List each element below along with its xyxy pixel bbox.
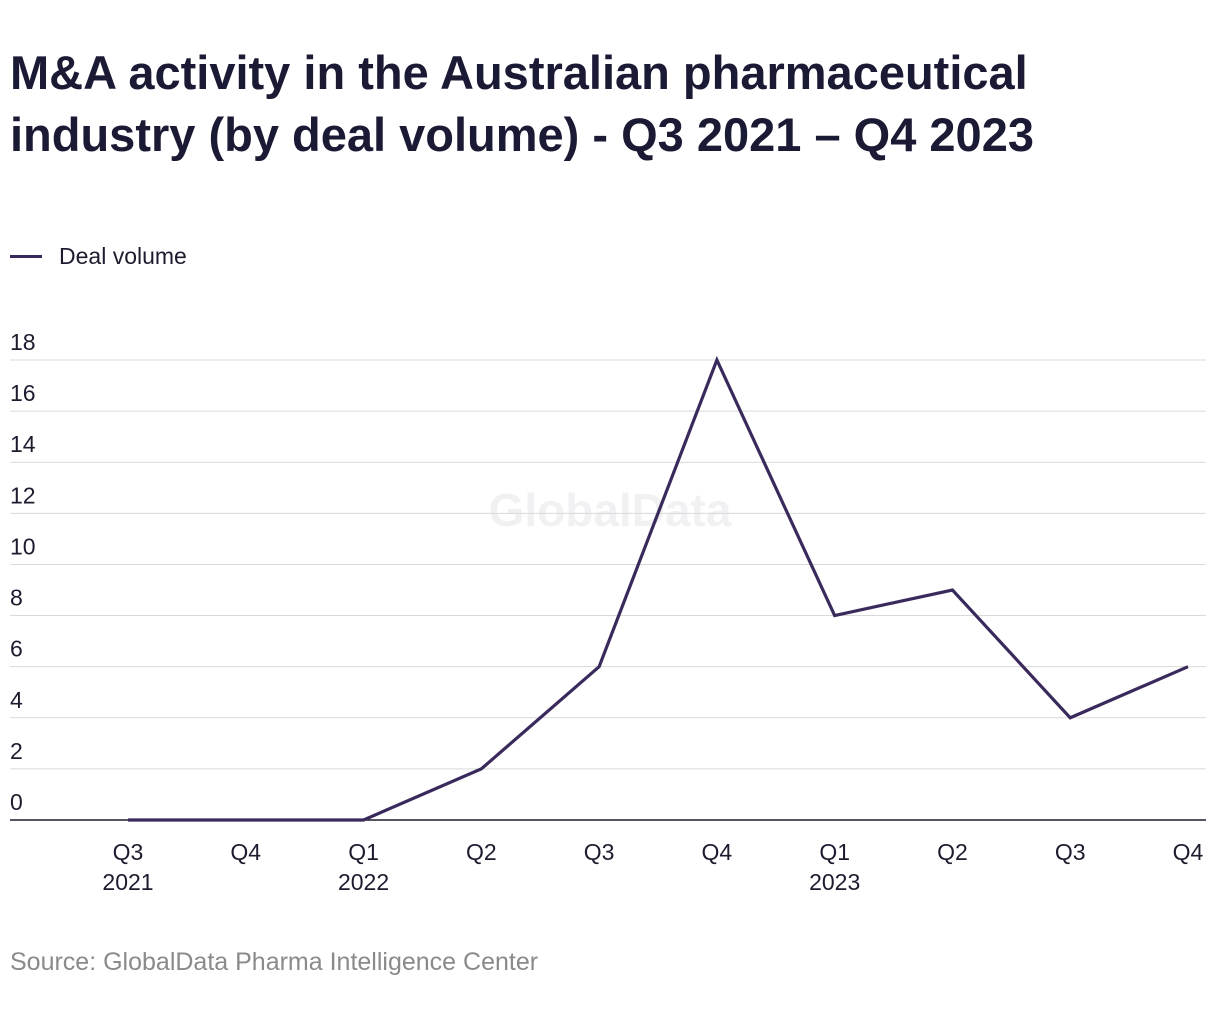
x-tick-label: Q3 (113, 839, 144, 865)
x-axis-ticks: Q3 2021 Q4 Q1 2022 Q2 Q3 Q4 Q1 2023 Q2 Q3 Q4 (102, 839, 1203, 895)
chart-title: M&A activity in the Australian pharmaceu… (10, 46, 1034, 161)
x-tick-year-label: 2022 (338, 869, 389, 895)
y-tick-label: 18 (10, 329, 36, 355)
y-tick-label: 0 (10, 789, 23, 815)
y-tick-label: 16 (10, 380, 36, 406)
legend-swatch-deal-volume (10, 255, 42, 258)
x-tick-label: Q3 (1055, 839, 1086, 865)
y-tick-label: 6 (10, 636, 23, 662)
line-chart: GlobalData 0 2 4 6 8 10 12 14 16 18 Q3 2021 Q4 Q1 202… (10, 329, 1206, 895)
grid-lines (10, 359, 1206, 770)
x-tick-label: Q3 (584, 839, 615, 865)
y-tick-label: 12 (10, 482, 36, 508)
x-tick-label: Q2 (466, 839, 497, 865)
x-tick-year-label: 2023 (809, 869, 860, 895)
y-tick-label: 10 (10, 533, 36, 559)
watermark: GlobalData (489, 484, 732, 536)
y-tick-label: 4 (10, 687, 23, 713)
y-tick-label: 2 (10, 738, 23, 764)
series-line-deal-volume (128, 355, 1189, 822)
legend-label-deal-volume: Deal volume (59, 243, 187, 269)
x-tick-label: Q4 (230, 839, 261, 865)
y-axis-ticks: 0 2 4 6 8 10 12 14 16 18 (10, 329, 36, 815)
x-tick-label: Q1 (348, 839, 379, 865)
x-tick-label: Q4 (702, 839, 733, 865)
series-lines (127, 355, 1189, 822)
y-tick-label: 14 (10, 431, 36, 457)
x-tick-label: Q2 (937, 839, 968, 865)
y-tick-label: 8 (10, 585, 23, 611)
x-tick-label: Q4 (1173, 839, 1204, 865)
x-tick-year-label: 2021 (102, 869, 153, 895)
x-tick-label: Q1 (819, 839, 850, 865)
source-note: Source: GlobalData Pharma Intelligence C… (10, 948, 539, 976)
legend: Deal volume (10, 243, 187, 270)
